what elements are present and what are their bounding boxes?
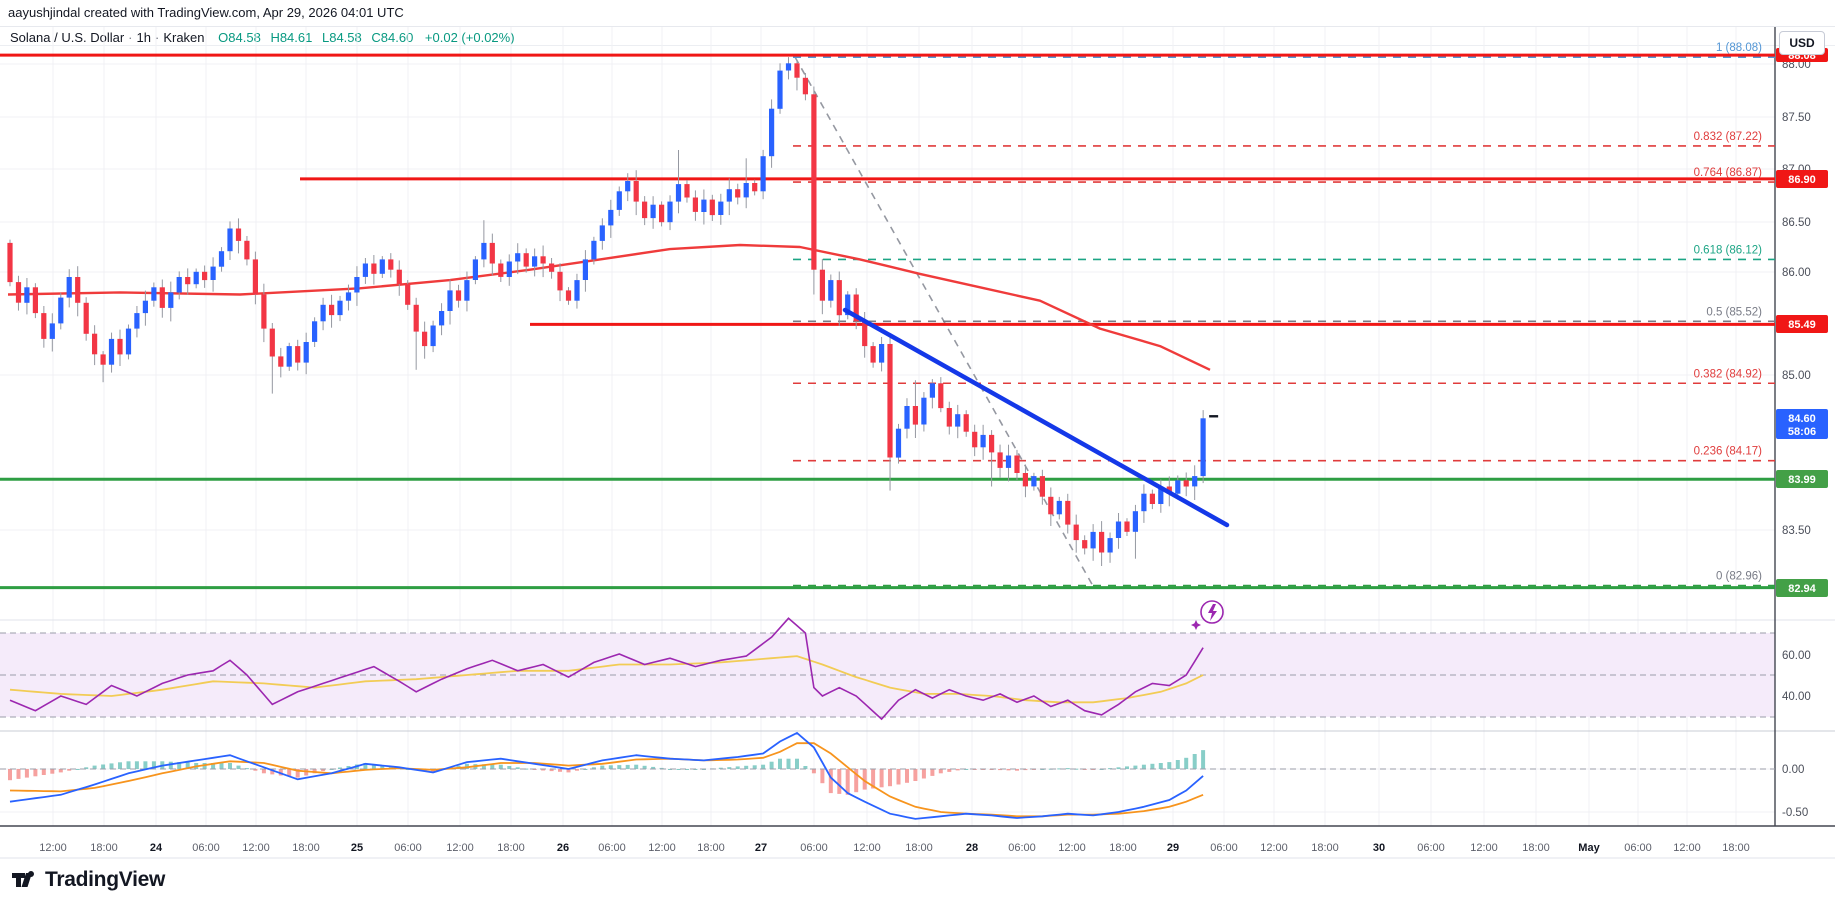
svg-text:86.90: 86.90 (1788, 174, 1816, 186)
ma-line (7, 243, 1211, 371)
time-axis-label: 12:00 (1673, 842, 1701, 854)
fib-level-label: 0.5 (85.52) (1706, 306, 1762, 318)
tradingview-logo-text: TradingView (45, 868, 166, 891)
time-axis-label: 18:00 (1522, 842, 1550, 854)
price-tick-label: 83.50 (1782, 525, 1811, 537)
rsi-ma-line (9, 655, 1204, 704)
macd-tick-label: 0.00 (1782, 764, 1804, 776)
exchange-label: Kraken (163, 30, 205, 45)
fib-level-label: 1 (88.08) (1716, 42, 1762, 54)
chart-legend[interactable]: Solana / U.S. Dollar · 1h · Kraken O84.58 H8… (10, 30, 515, 45)
time-axis-label: 12:00 (853, 842, 881, 854)
time-axis-label: 18:00 (1722, 842, 1750, 854)
fib-level-label: 0.618 (86.12) (1694, 244, 1763, 256)
svg-text:58:06: 58:06 (1788, 426, 1816, 438)
time-axis-label: 06:00 (1008, 842, 1036, 854)
price-tick-label: 87.50 (1782, 112, 1811, 124)
time-axis-label: 29 (1167, 842, 1179, 854)
price-badge: 85.49 (1776, 315, 1828, 333)
time-axis-label: 06:00 (1210, 842, 1238, 854)
price-badge: 86.90 (1776, 170, 1828, 188)
separator-dot: · (154, 30, 160, 45)
macd-histogram (8, 750, 1206, 795)
svg-text:85.49: 85.49 (1788, 319, 1816, 331)
time-axis-label: 06:00 (598, 842, 626, 854)
candlestick-series (7, 57, 1206, 566)
time-axis-label: 30 (1373, 842, 1385, 854)
time-axis-label: 12:00 (1260, 842, 1288, 854)
macd-signal-line (9, 742, 1204, 818)
change-value: +0.02 (+0.02%) (424, 30, 515, 45)
fib-level-label: 0.832 (87.22) (1694, 131, 1763, 143)
interval-label[interactable]: 1h (136, 30, 151, 45)
rsi-tick-label: 40.00 (1782, 691, 1811, 703)
currency-toggle-button[interactable]: USD (1779, 31, 1825, 55)
fib-level-label: 0.764 (86.87) (1694, 167, 1763, 179)
rsi-tick-label: 60.00 (1782, 650, 1811, 662)
price-badge: 83.99 (1776, 470, 1828, 488)
time-axis-label: 12:00 (242, 842, 270, 854)
time-axis-label: 06:00 (394, 842, 422, 854)
trendline-drawing[interactable] (842, 307, 1230, 528)
time-axis-label: 18:00 (1109, 842, 1137, 854)
close-value: C84.60 (371, 30, 414, 45)
open-value: O84.58 (218, 30, 261, 45)
time-axis-label: 12:00 (1470, 842, 1498, 854)
time-axis-label: 25 (351, 842, 363, 854)
price-tick-label: 86.00 (1782, 267, 1811, 279)
symbol-title[interactable]: Solana / U.S. Dollar (10, 30, 125, 45)
fib-level-label: 0 (82.96) (1716, 571, 1762, 583)
time-axis-label: 18:00 (90, 842, 118, 854)
price-tick-label: 86.50 (1782, 217, 1811, 229)
time-axis-label: 06:00 (1417, 842, 1445, 854)
time-axis-label: 26 (557, 842, 569, 854)
time-axis-label: 18:00 (497, 842, 525, 854)
time-axis-label: 06:00 (800, 842, 828, 854)
price-tick-label: 85.00 (1782, 370, 1811, 382)
rsi-band (0, 633, 1775, 717)
low-value: L84.58 (321, 30, 362, 45)
separator (0, 45, 1835, 46)
rsi-line (9, 617, 1204, 721)
time-axis-label: 06:00 (192, 842, 220, 854)
time-axis-label: 18:00 (697, 842, 725, 854)
attribution-text: aayushjindal created with TradingView.co… (8, 5, 404, 20)
fib-level-label: 0.382 (84.92) (1694, 368, 1763, 380)
price-badge: 82.94 (1776, 579, 1828, 597)
time-axis-label: 18:00 (1311, 842, 1339, 854)
boost-lightning-icon[interactable] (1191, 600, 1224, 630)
high-value: H84.61 (270, 30, 313, 45)
time-axis-label: 12:00 (39, 842, 67, 854)
time-axis-label: 12:00 (1058, 842, 1086, 854)
time-axis-label: 12:00 (648, 842, 676, 854)
svg-text:84.60: 84.60 (1788, 413, 1816, 425)
tradingview-logo-icon (12, 871, 34, 887)
fib-level-label: 0.236 (84.17) (1694, 446, 1763, 458)
svg-text:83.99: 83.99 (1788, 474, 1816, 486)
time-axis-label: 24 (150, 842, 163, 854)
svg-text:82.94: 82.94 (1788, 583, 1816, 595)
time-axis-label: 27 (755, 842, 767, 854)
tradingview-logo[interactable]: TradingView (10, 868, 165, 892)
separator (0, 26, 1835, 27)
time-axis-label: 06:00 (1624, 842, 1652, 854)
time-axis-label: May (1578, 842, 1600, 854)
macd-line (9, 731, 1204, 820)
time-axis-label: 12:00 (446, 842, 474, 854)
separator-dot: · (128, 30, 133, 45)
time-axis-label: 18:00 (905, 842, 933, 854)
macd-tick-label: -0.50 (1782, 807, 1808, 819)
time-axis-label: 28 (966, 842, 978, 854)
time-axis-label: 18:00 (292, 842, 320, 854)
